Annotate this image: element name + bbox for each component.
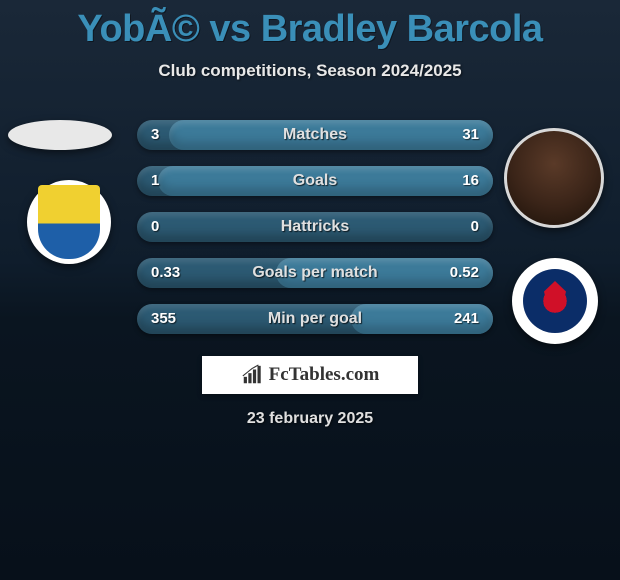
stat-label: Goals [137,166,493,196]
stat-row-matches: 3 Matches 31 [137,120,493,150]
stat-label: Matches [137,120,493,150]
stat-right-value: 31 [462,120,479,150]
team-left-crest [27,180,111,264]
page-title: YobÃ© vs Bradley Barcola [0,0,620,51]
stat-bars-container: 3 Matches 31 1 Goals 16 0 Hattricks 0 0.… [137,120,493,350]
stat-row-min-per-goal: 355 Min per goal 241 [137,304,493,334]
bar-chart-icon [241,364,263,386]
player-left-avatar [8,120,112,150]
stat-label: Min per goal [137,304,493,334]
team-right-crest-shape [523,269,587,333]
stat-label: Hattricks [137,212,493,242]
watermark: FcTables.com [202,356,418,394]
stat-row-hattricks: 0 Hattricks 0 [137,212,493,242]
watermark-text: FcTables.com [269,364,380,386]
stat-right-value: 241 [454,304,479,334]
stat-right-value: 0.52 [450,258,479,288]
team-left-crest-shape [38,185,100,259]
stat-row-goals-per-match: 0.33 Goals per match 0.52 [137,258,493,288]
stat-row-goals: 1 Goals 16 [137,166,493,196]
stat-right-value: 0 [471,212,479,242]
stat-right-value: 16 [462,166,479,196]
team-right-crest [512,258,598,344]
player-right-avatar [504,128,604,228]
date-line: 23 february 2025 [0,410,620,428]
subtitle: Club competitions, Season 2024/2025 [0,61,620,81]
stat-label: Goals per match [137,258,493,288]
